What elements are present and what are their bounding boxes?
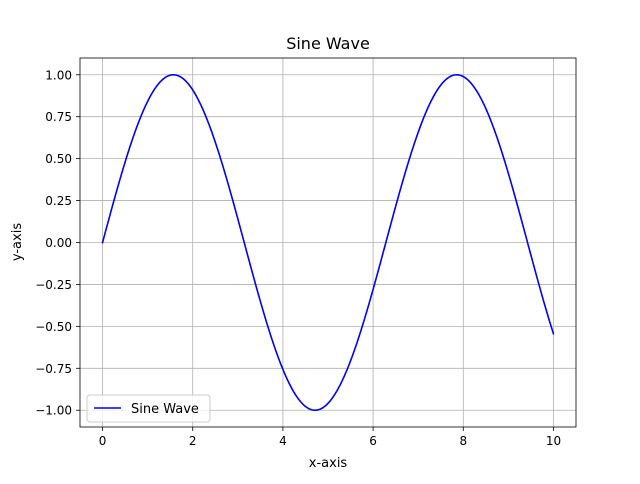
x-tick-label: 2 — [189, 434, 197, 448]
x-axis-label: x-axis — [309, 456, 348, 471]
y-tick-label: 0.75 — [45, 110, 72, 124]
y-tick-label: 0.00 — [45, 236, 72, 250]
y-axis-label: y-axis — [10, 223, 25, 261]
y-tick-label: −0.25 — [35, 278, 72, 292]
grid-lines — [80, 58, 576, 427]
y-tick-label: 0.50 — [45, 152, 72, 166]
x-axis-ticks: 0 2 4 6 8 10 — [99, 427, 561, 448]
x-tick-label: 6 — [369, 434, 377, 448]
x-tick-label: 0 — [99, 434, 107, 448]
chart-title: Sine Wave — [286, 34, 370, 53]
x-tick-label: 8 — [459, 434, 467, 448]
y-axis-ticks: −1.00 −0.75 −0.50 −0.25 0.00 0.25 0.50 0.75 1.00 — [35, 68, 80, 418]
x-tick-label: 4 — [279, 434, 287, 448]
y-tick-label: −0.50 — [35, 320, 72, 334]
y-tick-label: −1.00 — [35, 404, 72, 418]
legend-box — [86, 394, 211, 423]
x-tick-label: 10 — [546, 434, 561, 448]
y-tick-label: 0.25 — [45, 194, 72, 208]
legend: Sine Wave — [86, 394, 211, 423]
y-tick-label: −0.75 — [35, 362, 72, 376]
legend-label: Sine Wave — [131, 402, 199, 417]
series-line-sine-wave — [101, 73, 555, 412]
series-layer — [101, 73, 555, 412]
y-tick-label: 1.00 — [45, 68, 72, 82]
